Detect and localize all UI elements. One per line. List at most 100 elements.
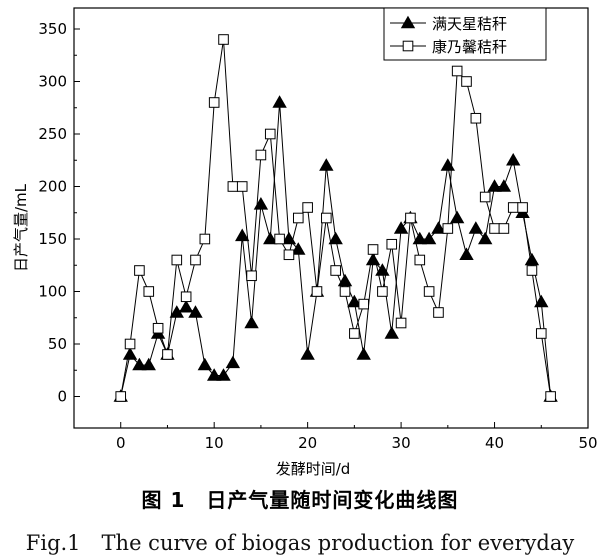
series-2-point — [283, 249, 295, 261]
series-2-point — [358, 298, 370, 310]
x-tick-label: 10 — [205, 434, 224, 452]
series-2-point — [330, 265, 341, 276]
series-2-point — [545, 391, 556, 402]
series-1-point — [132, 357, 147, 371]
series-2-point — [395, 317, 407, 329]
y-tick-label: 150 — [38, 230, 67, 248]
series-2-point — [386, 238, 398, 250]
series-2-point — [274, 233, 285, 245]
series-1-point — [449, 210, 465, 224]
series-2-point — [171, 254, 183, 266]
series-1-point — [319, 158, 334, 171]
series-2-point — [423, 286, 435, 297]
series-1-point — [337, 273, 353, 287]
figure-caption-english: Fig.1 The curve of biogas production for… — [25, 531, 575, 555]
series-2-point — [255, 149, 267, 161]
series-2-point — [526, 265, 538, 276]
series-2-point — [180, 291, 192, 303]
series-2-point — [115, 391, 127, 402]
series-2-point — [517, 202, 528, 213]
series-1-point — [188, 305, 203, 318]
series-1-point — [235, 228, 250, 242]
series-1-point — [281, 231, 297, 245]
series-2-point — [433, 307, 444, 318]
series-2-point — [236, 181, 248, 192]
series-1-point — [272, 95, 287, 108]
x-tick-label: 20 — [298, 434, 317, 452]
series-2-point — [152, 322, 164, 334]
series-1-point — [263, 231, 278, 245]
y-tick-label: 250 — [38, 125, 67, 143]
series-2-point — [507, 202, 519, 213]
series-1-point — [206, 368, 222, 381]
series-1-point — [487, 179, 502, 192]
series-2-point — [479, 191, 491, 203]
series-2-markers — [115, 34, 556, 402]
series-1-point — [468, 221, 484, 234]
legend-label: 满天星秸秆 — [432, 15, 507, 33]
series-2-point — [143, 286, 155, 297]
series-2-point — [470, 112, 482, 124]
y-tick-label: 300 — [38, 73, 67, 91]
series-2-point — [339, 286, 351, 297]
series-2-point — [535, 328, 547, 339]
y-axis-label: 日产气量/mL — [12, 183, 30, 272]
series-2-point — [302, 202, 313, 213]
series-2-point — [199, 233, 211, 245]
series-2-point — [489, 223, 500, 234]
series-1-point — [524, 252, 540, 266]
figure-caption-chinese: 图 1 日产气量随时间变化曲线图 — [141, 488, 459, 512]
series-2-line — [120, 39, 552, 397]
series-1-point — [216, 368, 231, 381]
series-1-point — [534, 294, 549, 308]
series-1-line — [120, 102, 552, 397]
series-1-point — [459, 247, 474, 261]
series-1-point — [328, 231, 343, 245]
series-1-point — [356, 347, 371, 360]
series-1-point — [412, 231, 427, 245]
series-2-point — [246, 270, 257, 282]
series-2-point — [134, 265, 145, 276]
series-2-point — [227, 181, 239, 192]
y-tick-label: 0 — [57, 388, 67, 406]
series-2-point — [405, 212, 416, 224]
series-1-point — [365, 252, 381, 266]
series-2-point — [190, 254, 201, 266]
series-1-point — [141, 357, 156, 371]
plot-frame — [73, 7, 589, 429]
series-1-point — [300, 347, 315, 360]
series-2-point — [218, 34, 229, 45]
y-tick-label: 50 — [48, 335, 67, 353]
series-1-point — [347, 294, 362, 308]
series-1-point — [478, 231, 493, 245]
legend-marker — [400, 15, 416, 29]
series-2-point — [451, 65, 463, 77]
series-1-point — [122, 347, 138, 360]
series-2-point — [498, 223, 510, 234]
series-2-point — [321, 212, 332, 224]
series-1-point — [253, 197, 269, 210]
legend-label: 康乃馨秸秆 — [432, 38, 507, 56]
series-1-point — [506, 152, 521, 166]
x-tick-label: 40 — [485, 434, 504, 452]
series-1-point — [178, 299, 194, 313]
x-tick-label: 30 — [392, 434, 411, 452]
series-1-point — [375, 263, 390, 276]
legend-marker — [402, 40, 414, 52]
series-1-point — [244, 315, 259, 329]
series-1-point — [225, 355, 241, 369]
y-tick-label: 100 — [38, 283, 67, 301]
series-1 — [120, 102, 552, 397]
series-2 — [120, 39, 552, 397]
y-tick-label: 200 — [38, 178, 67, 196]
series-1-markers — [113, 95, 558, 402]
series-2-point — [264, 128, 276, 140]
series-2-point — [311, 286, 323, 297]
series-1-point — [197, 357, 213, 371]
series-1-point — [291, 242, 306, 255]
series-1-point — [393, 221, 409, 234]
x-tick-label: 0 — [116, 434, 126, 452]
series-2-point — [414, 254, 426, 266]
series-2-point — [377, 286, 388, 297]
x-tick-label: 50 — [578, 434, 597, 452]
